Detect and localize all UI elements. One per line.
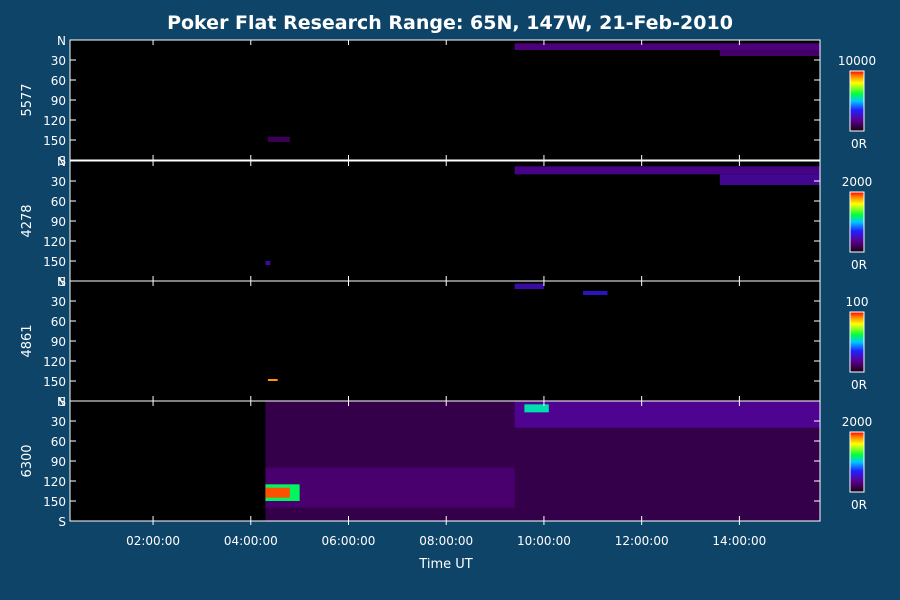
x-tick-label: 12:00:00 bbox=[615, 534, 669, 548]
colorbar bbox=[849, 191, 865, 253]
panel-label: 4278 bbox=[20, 204, 35, 237]
x-tick-label: 10:00:00 bbox=[517, 534, 571, 548]
colorbar-max-label: 10000 bbox=[838, 54, 876, 68]
y-tick-label: S bbox=[58, 395, 66, 409]
y-tick-label: 90 bbox=[51, 335, 66, 349]
emission-feature bbox=[267, 136, 290, 142]
y-tick-label: 120 bbox=[43, 355, 66, 369]
emission-feature bbox=[267, 379, 278, 381]
x-tick-label: 06:00:00 bbox=[322, 534, 376, 548]
panel-label: 6300 bbox=[20, 444, 35, 477]
y-tick-label: 150 bbox=[43, 495, 66, 509]
y-tick-label: N bbox=[57, 34, 66, 48]
y-tick-label: 120 bbox=[43, 235, 66, 249]
y-tick-label: 60 bbox=[51, 315, 66, 329]
y-tick-label: 30 bbox=[51, 295, 66, 309]
y-tick-label: 90 bbox=[51, 94, 66, 108]
colorbar bbox=[849, 431, 865, 493]
y-tick-label: 120 bbox=[43, 475, 66, 489]
y-tick-label: 60 bbox=[51, 74, 66, 88]
panel-4861: N 30 60 90 120 150 S 4861 100 0R bbox=[20, 275, 868, 409]
x-tick-label: 14:00:00 bbox=[712, 534, 766, 548]
panel-label: 4861 bbox=[20, 324, 35, 357]
y-tick-label: N bbox=[57, 275, 66, 289]
emission-feature bbox=[265, 261, 271, 265]
panel-label: 5577 bbox=[20, 83, 35, 116]
panel-6300: N 30 60 90 120 150 S 6300 2000 0R bbox=[20, 395, 872, 529]
colorbar-min-label: 0R bbox=[851, 258, 867, 272]
plot-area bbox=[70, 281, 820, 401]
y-tick-label: 60 bbox=[51, 435, 66, 449]
colorbar bbox=[849, 70, 865, 132]
plot-frame bbox=[69, 400, 821, 522]
plot-area bbox=[70, 161, 820, 281]
y-tick-label: N bbox=[57, 155, 66, 169]
colorbar bbox=[849, 311, 865, 373]
colorbar-min-label: 0R bbox=[851, 137, 867, 151]
emission-feature bbox=[514, 401, 820, 428]
y-tick-label: S bbox=[58, 154, 66, 168]
emission-feature bbox=[514, 43, 820, 50]
y-tick-label: 30 bbox=[51, 175, 66, 189]
emission-feature bbox=[265, 467, 515, 508]
emission-feature bbox=[514, 283, 544, 289]
y-tick-label: 90 bbox=[51, 455, 66, 469]
y-tick-label: S bbox=[58, 515, 66, 529]
plot-area bbox=[70, 40, 820, 160]
y-tick-label: 30 bbox=[51, 54, 66, 68]
y-tick-label: 120 bbox=[43, 114, 66, 128]
plot-frame bbox=[69, 39, 821, 161]
x-axis: 02:00:00 04:00:00 06:00:00 08:00:00 10:00:00… bbox=[126, 521, 766, 548]
emission-feature bbox=[719, 46, 820, 56]
emission-feature bbox=[524, 404, 549, 413]
y-tick-label: 30 bbox=[51, 415, 66, 429]
y-tick-label: 60 bbox=[51, 195, 66, 209]
chart-title: Poker Flat Research Range: 65N, 147W, 21… bbox=[167, 12, 733, 34]
emission-feature bbox=[719, 174, 820, 185]
colorbar-max-label: 100 bbox=[846, 295, 869, 309]
y-tick-label: 150 bbox=[43, 375, 66, 389]
y-tick-label: 150 bbox=[43, 255, 66, 269]
x-tick-label: 04:00:00 bbox=[224, 534, 278, 548]
y-tick-label: 90 bbox=[51, 215, 66, 229]
panel-4278: N 30 60 90 120 150 S 4278 2000 0R bbox=[20, 155, 872, 289]
colorbar-min-label: 0R bbox=[851, 378, 867, 392]
y-tick-label: N bbox=[57, 395, 66, 409]
colorbar-min-label: 0R bbox=[851, 498, 867, 512]
x-tick-label: 02:00:00 bbox=[126, 534, 180, 548]
panels-layer: N 30 60 90 120 150 S 5577 10000 0R N 30 60 90 120 150 S 4… bbox=[20, 34, 876, 529]
emission-feature bbox=[265, 487, 290, 498]
colorbar-max-label: 2000 bbox=[842, 415, 873, 429]
emission-feature bbox=[514, 166, 820, 175]
x-axis-label: Time UT bbox=[418, 557, 472, 572]
colorbar-max-label: 2000 bbox=[842, 175, 873, 189]
emission-feature bbox=[583, 291, 608, 295]
y-tick-label: 150 bbox=[43, 134, 66, 148]
panel-5577: N 30 60 90 120 150 S 5577 10000 0R bbox=[20, 34, 876, 168]
x-tick-label: 08:00:00 bbox=[419, 534, 473, 548]
y-tick-label: S bbox=[58, 275, 66, 289]
